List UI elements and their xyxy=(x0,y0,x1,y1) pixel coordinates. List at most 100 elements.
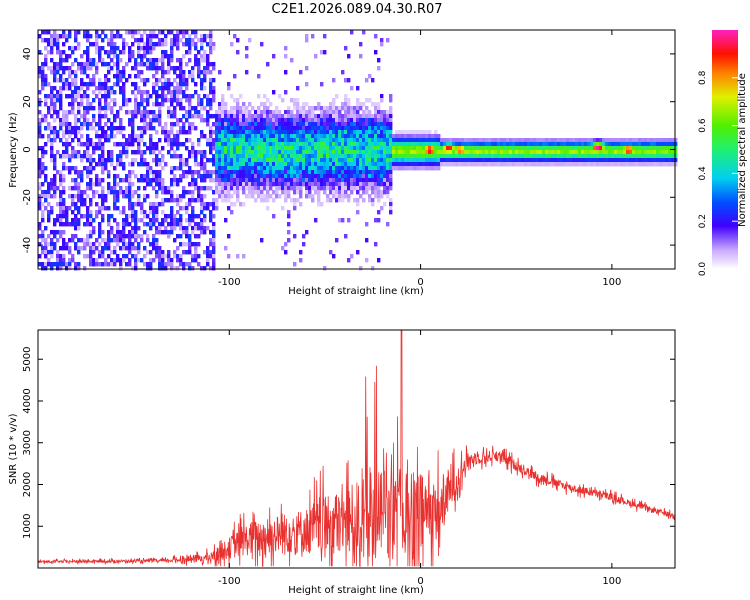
spectrogram-cell xyxy=(59,198,63,203)
spectrogram-cell xyxy=(149,42,153,47)
spectrogram-cell xyxy=(56,42,60,47)
spectrogram-cell xyxy=(284,178,288,183)
spectrogram-cell xyxy=(182,186,186,191)
spectrogram-cell xyxy=(407,166,411,171)
spectrogram-cell xyxy=(176,134,180,139)
spectrogram-cell xyxy=(176,178,180,183)
spectrogram-cell xyxy=(128,162,132,167)
spectrogram-cell xyxy=(320,82,324,87)
spectrogram-cell xyxy=(365,130,369,135)
spectrogram-cell xyxy=(281,146,285,151)
spectrogram-cell xyxy=(158,182,162,187)
spectrogram-cell xyxy=(200,86,204,91)
spectrogram-cell xyxy=(41,238,45,243)
spectrogram-cell xyxy=(359,170,363,175)
spectrogram-cell xyxy=(65,122,69,127)
spectrogram-cell xyxy=(572,138,576,143)
spectrogram-cell xyxy=(143,106,147,111)
spectrogram-cell xyxy=(149,126,153,131)
spectrogram-cell xyxy=(380,166,384,171)
spectrogram-cell xyxy=(89,218,93,223)
spectrogram-cell xyxy=(164,218,168,223)
spectrogram-cell xyxy=(68,170,72,175)
spectrogram-cell xyxy=(125,190,129,195)
spectrogram-cell xyxy=(344,126,348,131)
spectrogram-cell xyxy=(137,126,141,131)
spectrogram-cell xyxy=(365,178,369,183)
spectrogram-cell xyxy=(416,138,420,143)
spectrogram-cell xyxy=(182,106,186,111)
spectrogram-cell xyxy=(293,206,297,211)
spectrogram-cell xyxy=(365,238,369,243)
spectrogram-cell xyxy=(167,78,171,83)
spectrogram-cell xyxy=(218,150,222,155)
spectrogram-cell xyxy=(302,178,306,183)
spectrogram-cell xyxy=(371,130,375,135)
spectrogram-cell xyxy=(263,194,267,199)
spectrogram-cell xyxy=(329,174,333,179)
spectrogram-cell xyxy=(509,138,513,143)
spectrogram-cell xyxy=(254,154,258,159)
spectrogram-cell xyxy=(242,126,246,131)
spectrogram-ytick-label: 40 xyxy=(22,48,33,61)
spectrogram-cell xyxy=(341,114,345,119)
spectrogram-cell xyxy=(488,142,492,147)
spectrogram-cell xyxy=(83,118,87,123)
spectrogram-cell xyxy=(212,206,216,211)
spectrogram-cell xyxy=(50,246,54,251)
spectrogram-cell xyxy=(308,122,312,127)
spectrogram-cell xyxy=(380,38,384,43)
spectrogram-cell xyxy=(134,174,138,179)
spectrogram-cell xyxy=(359,138,363,143)
spectrogram-cell xyxy=(284,174,288,179)
spectrogram-cell xyxy=(65,114,69,119)
spectrogram-cell xyxy=(170,206,174,211)
spectrogram-cell xyxy=(368,138,372,143)
spectrogram-cell xyxy=(155,98,159,103)
spectrogram-cell xyxy=(212,230,216,235)
spectrogram-cell xyxy=(155,102,159,107)
spectrogram-cell xyxy=(113,194,117,199)
spectrogram-cell xyxy=(278,134,282,139)
spectrogram-cell xyxy=(149,210,153,215)
spectrogram-cell xyxy=(59,138,63,143)
spectrogram-cell xyxy=(239,182,243,187)
spectrogram-cell xyxy=(296,166,300,171)
spectrogram-cell xyxy=(440,162,444,167)
spectrogram-cell xyxy=(374,130,378,135)
spectrogram-cell xyxy=(113,234,117,239)
spectrogram-cell xyxy=(299,126,303,131)
spectrogram-cell xyxy=(50,146,54,151)
spectrogram-cell xyxy=(581,158,585,163)
spectrogram-cell xyxy=(188,42,192,47)
spectrogram-cell xyxy=(482,142,486,147)
spectrogram-cell xyxy=(101,246,105,251)
spectrogram-cell xyxy=(314,138,318,143)
spectrogram-cell xyxy=(296,162,300,167)
spectrogram-cell xyxy=(338,170,342,175)
spectrogram-cell xyxy=(596,146,600,151)
spectrogram-cell xyxy=(131,170,135,175)
spectrogram-cell xyxy=(296,186,300,191)
spectrogram-cell xyxy=(344,186,348,191)
spectrogram-cell xyxy=(194,170,198,175)
spectrogram-cell xyxy=(62,82,66,87)
spectrogram-cell xyxy=(212,142,216,147)
snr-frame xyxy=(37,329,676,569)
spectrogram-cell xyxy=(242,186,246,191)
spectrogram-cell xyxy=(83,142,87,147)
spectrogram-cell xyxy=(41,266,45,271)
spectrogram-cell xyxy=(428,158,432,163)
spectrogram-cell xyxy=(356,122,360,127)
spectrogram-cell xyxy=(509,162,513,167)
spectrogram-cell xyxy=(572,142,576,147)
spectrogram-cell xyxy=(278,138,282,143)
spectrogram-cell xyxy=(266,158,270,163)
spectrogram-cell xyxy=(269,122,273,127)
spectrogram-cell xyxy=(116,34,120,39)
spectrogram-cell xyxy=(650,138,654,143)
spectrogram-cell xyxy=(101,178,105,183)
spectrogram-cell xyxy=(416,142,420,147)
spectrogram-cell xyxy=(185,94,189,99)
spectrogram-cell xyxy=(344,178,348,183)
